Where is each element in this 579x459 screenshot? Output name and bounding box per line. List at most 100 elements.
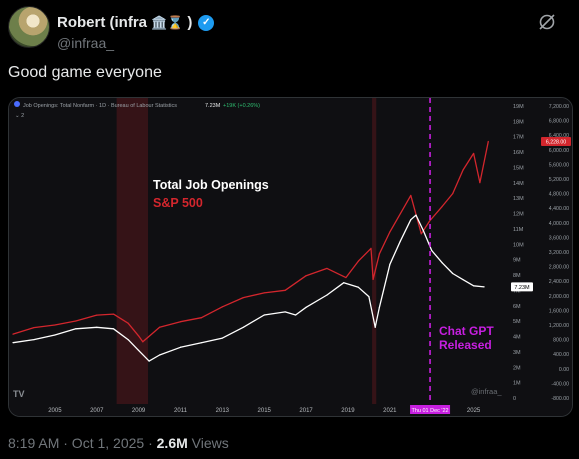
- chart-svg: 2005200720092011201320152017201920212023…: [9, 98, 572, 416]
- annotation-date-label: Thu 01 Dec '22: [411, 408, 448, 414]
- job-openings-point: [410, 219, 412, 221]
- job-openings-last-value: 7.23M: [514, 285, 530, 291]
- x-tick-label: 2015: [258, 408, 272, 414]
- left-axis-tick: 2M: [513, 365, 521, 371]
- tradingview-logo: TV: [13, 389, 25, 399]
- right-axis-tick: 6,000.00: [549, 148, 569, 154]
- job-openings-point: [75, 328, 77, 330]
- right-axis-tick: 7,200.00: [549, 104, 569, 110]
- job-openings-point: [284, 311, 286, 313]
- job-openings-point: [483, 286, 485, 288]
- job-openings-point: [357, 286, 360, 288]
- left-axis-tick: 4M: [513, 335, 521, 341]
- left-axis-tick: 6M: [513, 304, 521, 310]
- job-openings-last-value-box: [511, 282, 533, 292]
- tweet-header: Robert (infra 🏛️⌛ ) ✓ @infraa_: [8, 6, 571, 54]
- job-openings-point: [54, 334, 56, 336]
- views-count: 2.6M: [156, 435, 188, 451]
- x-tick-label: 2005: [48, 408, 62, 414]
- avatar[interactable]: [8, 6, 50, 48]
- author-name-row[interactable]: Robert (infra 🏛️⌛ ) ✓: [57, 14, 215, 31]
- sp500-series: [12, 140, 489, 343]
- sp500-point: [12, 333, 14, 335]
- job-openings-point: [368, 295, 370, 298]
- right-axis-tick: 5,600.00: [549, 162, 569, 168]
- views-label: Views: [191, 435, 229, 451]
- sp500-point: [158, 326, 161, 328]
- job-openings-point: [242, 326, 244, 328]
- job-openings-point: [112, 328, 115, 330]
- chart-background: [9, 98, 572, 416]
- job-openings-point: [399, 240, 401, 242]
- sp500-point: [370, 247, 372, 249]
- left-axis-tick: 15M: [513, 165, 524, 171]
- verified-badge-icon: ✓: [198, 14, 215, 31]
- left-axis-tick: 8M: [513, 273, 521, 279]
- right-axis-tick: 6,400.00: [549, 133, 569, 139]
- left-axis-tick: 16M: [513, 150, 524, 156]
- grok-icon[interactable]: [537, 12, 557, 32]
- left-axis-tick: 0: [513, 396, 516, 402]
- sp500-point: [200, 317, 203, 319]
- chart-watermark: @infraa_: [471, 387, 502, 396]
- right-axis-tick: 5,200.00: [549, 177, 569, 183]
- sp500-point: [33, 326, 35, 329]
- job-openings-point: [295, 314, 297, 316]
- left-axis-tick: 3M: [513, 350, 521, 356]
- author-name-suffix: ): [187, 14, 193, 31]
- sp500-point: [127, 322, 129, 324]
- x-tick-label: 2021: [383, 408, 397, 414]
- x-tick-label: 2025: [467, 408, 481, 414]
- left-axis-tick: 11M: [513, 227, 524, 233]
- recession-shade-1: [372, 98, 377, 404]
- job-openings-point: [343, 282, 345, 284]
- sp500-point: [75, 320, 77, 322]
- right-axis-tick: 400.00: [553, 352, 569, 358]
- job-openings-point: [12, 342, 14, 344]
- right-axis-tick: 3,600.00: [549, 235, 569, 241]
- right-axis-tick: -400.00: [551, 381, 569, 387]
- job-openings-point: [138, 349, 140, 351]
- sp500-point: [112, 313, 115, 315]
- sp500-point: [472, 152, 475, 155]
- author-handle[interactable]: @infraa_: [57, 35, 115, 51]
- x-tick-label: 2007: [90, 408, 104, 414]
- sp500-point: [179, 321, 182, 323]
- right-axis-tick: 1,600.00: [549, 308, 569, 314]
- x-tick-label: 2019: [341, 408, 355, 414]
- sp500-last-value: 6,228.00: [546, 139, 566, 145]
- left-axis-tick: 1M: [513, 381, 521, 387]
- job-openings-point: [221, 337, 223, 339]
- right-axis-tick: 4,800.00: [549, 192, 569, 198]
- right-axis-tick: 0.00: [559, 367, 569, 373]
- legend-sp500: S&P 500: [153, 196, 203, 210]
- tweet-meta: 8:19 AM · Oct 1, 2025 · 2.6M Views: [8, 435, 229, 451]
- chart-header-value: 7.23M: [205, 103, 221, 109]
- job-openings-point: [452, 272, 454, 275]
- tweet-media-chart[interactable]: 2005200720092011201320152017201920212023…: [8, 97, 573, 417]
- x-tick-label: 2017: [299, 408, 313, 414]
- chart-collapse-toggle[interactable]: ⌄ 2: [15, 113, 24, 119]
- job-openings-point: [305, 306, 307, 308]
- right-axis-tick: 3,200.00: [549, 250, 569, 256]
- job-openings-point: [326, 294, 328, 296]
- left-axis-tick: 14M: [513, 181, 524, 187]
- legend-job-openings: Total Job Openings: [153, 178, 269, 192]
- job-openings-point: [415, 214, 417, 216]
- timestamp[interactable]: 8:19 AM · Oct 1, 2025: [8, 435, 145, 451]
- recession-shades: [116, 98, 377, 404]
- job-openings-point: [148, 360, 150, 362]
- sp500-point: [54, 324, 56, 326]
- job-openings-point: [389, 263, 391, 265]
- sp500-point: [138, 335, 140, 337]
- left-axis-tick: 13M: [513, 196, 524, 202]
- annotation-line-2: Released: [439, 338, 492, 352]
- sp500-point: [357, 260, 360, 262]
- left-axis-tick: 9M: [513, 258, 521, 264]
- right-axis-tick: 4,000.00: [549, 221, 569, 227]
- job-openings-point: [441, 262, 443, 264]
- job-openings-point: [200, 342, 203, 344]
- job-openings-point: [431, 249, 433, 252]
- author-name[interactable]: Robert (infra: [57, 14, 147, 31]
- sp500-point: [441, 205, 443, 207]
